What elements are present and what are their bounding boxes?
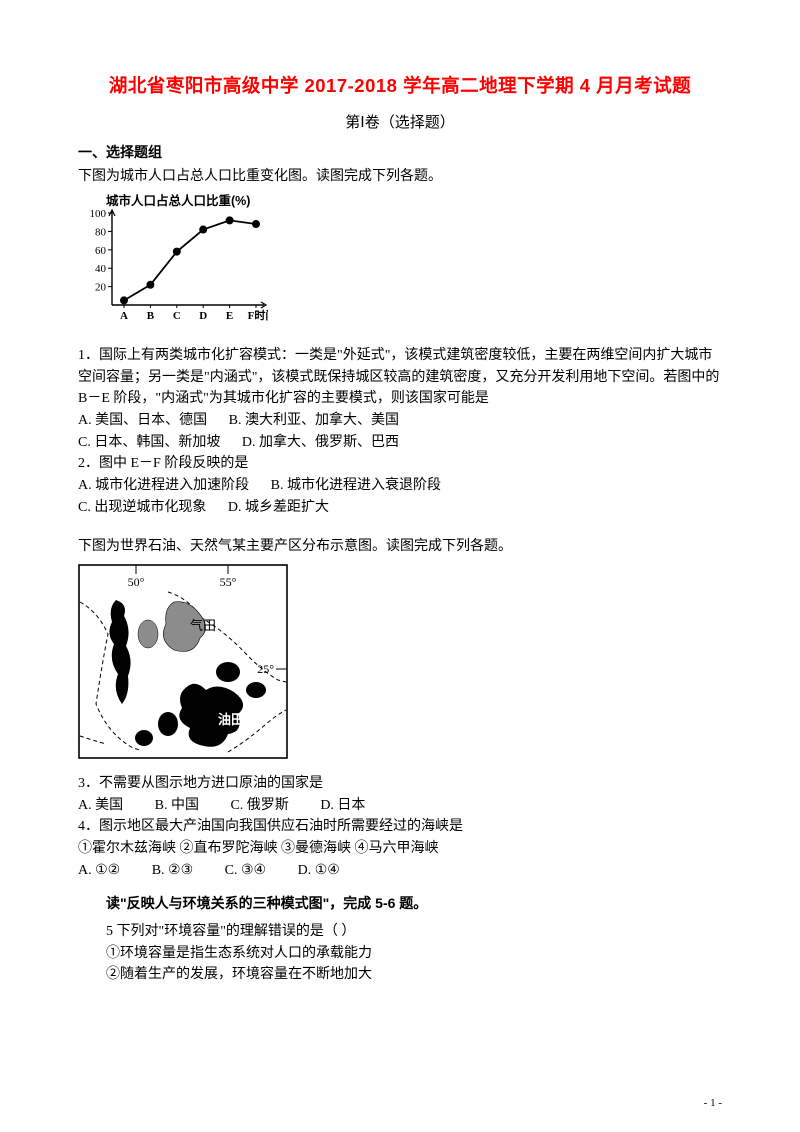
line-chart-svg: 城市人口占总人口比重(%) 20 40 60 80 100 A B C D E F时间: [78, 193, 268, 331]
svg-text:25°: 25°: [257, 662, 274, 676]
svg-text:C: C: [173, 310, 181, 322]
q3-option-c: C. 俄罗斯: [230, 798, 288, 813]
q4-option-d: D. ①④: [298, 863, 340, 878]
question-2-options-row2: C. 出现逆城市化现象 D. 城乡差距扩大: [78, 497, 722, 519]
svg-text:F时间: F时间: [248, 308, 268, 322]
q5-item-1: ①环境容量是指生态系统对人口的承载能力: [106, 943, 722, 965]
q2-option-a: A. 城市化进程进入加速阶段: [78, 478, 249, 493]
svg-text:E: E: [226, 310, 233, 322]
question-3-stem: 3．不需要从图示地方进口原油的国家是: [78, 773, 722, 795]
map-oil-gas: 50° 55° 25° 气田油田: [78, 564, 722, 767]
svg-text:A: A: [120, 310, 128, 322]
question-4-options: A. ①② B. ②③ C. ③④ D. ①④: [78, 860, 722, 882]
page-number: - 1 -: [704, 1095, 722, 1112]
q1-option-a: A. 美国、日本、德国: [78, 413, 207, 428]
svg-text:50°: 50°: [128, 575, 145, 589]
intro-text-1: 下图为城市人口占总人口比重变化图。读图完成下列各题。: [78, 166, 722, 188]
q2-option-c: C. 出现逆城市化现象: [78, 500, 206, 515]
question-2-stem: 2．图中 E－F 阶段反映的是: [78, 453, 722, 475]
question-3-options: A. 美国 B. 中国 C. 俄罗斯 D. 日本: [78, 795, 722, 817]
question-5-stem: 5 下列对"环境容量"的理解错误的是（ ）: [106, 921, 722, 943]
exam-page: 湖北省枣阳市高级中学 2017-2018 学年高二地理下学期 4 月月考试题 第…: [0, 0, 800, 1132]
svg-text:60: 60: [95, 245, 107, 257]
svg-text:气田: 气田: [190, 618, 216, 633]
svg-text:B: B: [147, 310, 155, 322]
q5-item-2: ②随着生产的发展，环境容量在不断地加大: [106, 964, 722, 986]
chart-urban-population: 城市人口占总人口比重(%) 20 40 60 80 100 A B C D E F时间: [78, 193, 722, 339]
q3-option-b: B. 中国: [155, 798, 199, 813]
q2-option-b: B. 城市化进程进入衰退阶段: [271, 478, 441, 493]
exam-subtitle: 第Ⅰ卷（选择题）: [78, 111, 722, 134]
q4-option-c: C. ③④: [225, 863, 266, 878]
question-4-stem: 4．图示地区最大产油国向我国供应石油时所需要经过的海峡是: [78, 816, 722, 838]
q1-option-b: B. 澳大利亚、加拿大、美国: [229, 413, 399, 428]
q4-option-b: B. ②③: [152, 863, 193, 878]
svg-text:城市人口占总人口比重(%): 城市人口占总人口比重(%): [106, 193, 250, 208]
question-4-items: ①霍尔木兹海峡 ②直布罗陀海峡 ③曼德海峡 ④马六甲海峡: [78, 838, 722, 860]
q5-intro: 读"反映人与环境关系的三种模式图"，完成 5-6 题。: [106, 893, 722, 915]
question-1-stem: 1．国际上有两类城市化扩容模式：一类是"外延式"，该模式建筑密度较低，主要在两维…: [78, 345, 722, 410]
q2-option-d: D. 城乡差距扩大: [228, 500, 329, 515]
svg-text:油田: 油田: [218, 712, 244, 727]
question-1-options: A. 美国、日本、德国 B. 澳大利亚、加拿大、美国: [78, 410, 722, 432]
svg-text:100: 100: [90, 208, 107, 220]
map-svg: 50° 55° 25° 气田油田: [78, 564, 288, 759]
question-2-options: A. 城市化进程进入加速阶段 B. 城市化进程进入衰退阶段: [78, 475, 722, 497]
svg-text:D: D: [199, 310, 207, 322]
q1-option-d: D. 加拿大、俄罗斯、巴西: [242, 435, 399, 450]
svg-text:80: 80: [95, 227, 107, 239]
q4-option-a: A. ①②: [78, 863, 120, 878]
intro-text-2: 下图为世界石油、天然气某主要产区分布示意图。读图完成下列各题。: [78, 536, 722, 558]
svg-text:55°: 55°: [220, 575, 237, 589]
q3-option-a: A. 美国: [78, 798, 123, 813]
svg-text:40: 40: [95, 263, 107, 275]
section-heading: 一、选择题组: [78, 142, 722, 164]
q5-block: 读"反映人与环境关系的三种模式图"，完成 5-6 题。 5 下列对"环境容量"的…: [78, 893, 722, 986]
svg-text:20: 20: [95, 282, 107, 294]
exam-title: 湖北省枣阳市高级中学 2017-2018 学年高二地理下学期 4 月月考试题: [78, 72, 722, 101]
q1-option-c: C. 日本、韩国、新加坡: [78, 435, 220, 450]
q3-option-d: D. 日本: [320, 798, 365, 813]
question-1-options-row2: C. 日本、韩国、新加坡 D. 加拿大、俄罗斯、巴西: [78, 432, 722, 454]
